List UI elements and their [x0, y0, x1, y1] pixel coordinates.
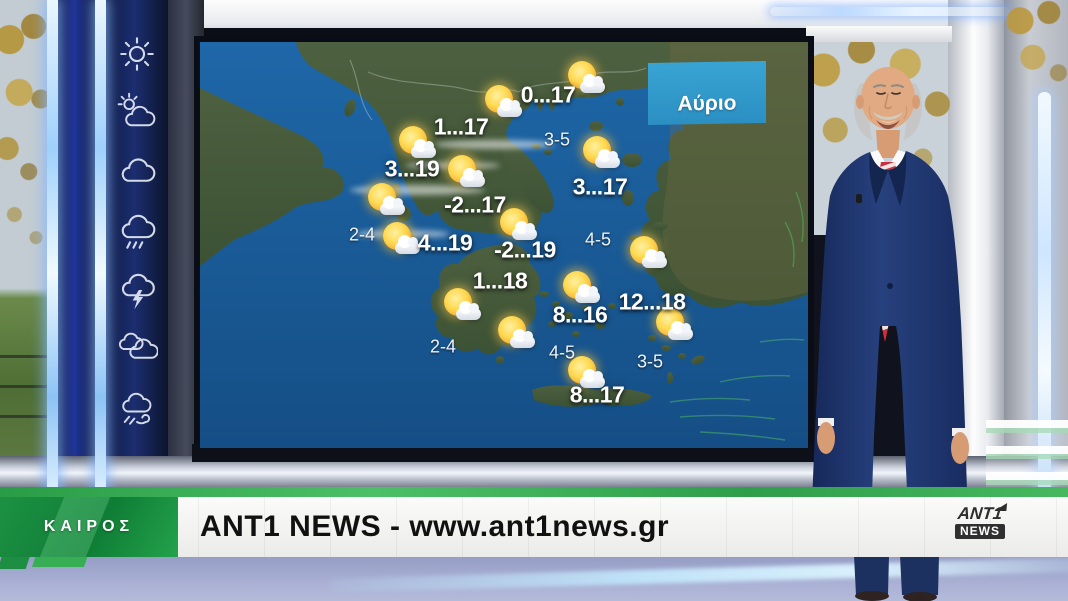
sun-cloud-icon: [442, 154, 488, 190]
temperature-range-label: 0...17: [520, 81, 576, 108]
wind-icon: [116, 387, 158, 429]
ant1-logo-news-badge: NEWS: [955, 524, 1005, 539]
weather-map: 0...17 1...17 3...19 3...17 -2...17 4...19 -2.…: [200, 42, 808, 448]
sun-cloud-icon: [562, 60, 608, 96]
autumn-tree-corner: [1004, 0, 1068, 104]
sun-cloud-icon: [492, 315, 538, 351]
temperature-range-label: 8...16: [552, 301, 608, 328]
cloud-streak: [435, 140, 555, 149]
temperature-range-label: 1...17: [433, 113, 489, 140]
clouds-icon: [116, 328, 159, 370]
glow-light-bars: [986, 420, 1068, 492]
ticker-headline: ANT1 NEWS - www.ant1news.gr: [200, 510, 670, 543]
sun-cloud-icon: [557, 270, 603, 306]
map-overlay-layer: 0...17 1...17 3...19 3...17 -2...17 4...19 -2.…: [200, 42, 808, 448]
weather-presenter: [810, 67, 969, 601]
sun-cloud-icon: [650, 307, 696, 343]
sun-cloud-icon: [577, 135, 623, 171]
wind-force-label: 4-5: [584, 229, 612, 250]
map-screen-bezel: [192, 444, 816, 462]
sun-cloud-icon: [494, 207, 540, 243]
green-platform-edge: [0, 555, 31, 569]
wind-force-label: 3-5: [543, 129, 571, 150]
ticker-panel-seams: [0, 497, 1068, 557]
sun-cloud-icon: [438, 287, 484, 323]
news-ticker: ΚΑΙΡΟΣ ANT1 NEWS - www.ant1news.gr ANT1 …: [0, 497, 1068, 557]
rain-icon: [116, 210, 158, 252]
autumn-tree-left: [0, 0, 48, 330]
window-lintel: [806, 26, 952, 42]
wind-force-label: 2-4: [429, 336, 457, 357]
sun-cloud-icon: [362, 182, 408, 218]
temperature-range-label: 12...18: [618, 288, 686, 315]
sun-cloud-icon: [377, 221, 423, 257]
led-wall-strip: [1038, 92, 1051, 492]
sun-cloud-icon: [624, 235, 670, 271]
sun-cloud-icon: [116, 92, 158, 134]
temperature-range-label: 8...17: [569, 381, 625, 408]
led-pillar-strip: [47, 0, 58, 497]
wind-force-label: 4-5: [548, 342, 576, 363]
sun-icon: [116, 33, 158, 75]
sun-cloud-icon: [562, 355, 608, 391]
wind-force-label: 3-5: [636, 351, 664, 372]
cloud-icon: [116, 151, 158, 193]
led-pillar-strip: [95, 0, 106, 497]
temperature-range-label: 1...18: [472, 267, 528, 294]
cloud-streak: [350, 185, 485, 195]
window-railing: [0, 355, 48, 435]
ticker-green-strip: [0, 487, 1068, 497]
storm-icon: [116, 269, 158, 311]
ant1-logo-wordmark: ANT1: [951, 504, 1009, 523]
ceiling-led-light: [770, 7, 1010, 16]
weather-icon-list: [106, 0, 168, 497]
day-label-box: Αύριο: [648, 60, 766, 126]
blue-pillar: [58, 0, 95, 497]
ticker-category-box: ΚΑΙΡΟΣ: [0, 497, 178, 557]
temperature-range-label: 3...17: [572, 173, 628, 200]
temperature-range-label: -2...19: [494, 236, 556, 263]
sun-cloud-icon: [393, 125, 439, 161]
temperature-range-label: 3...19: [384, 155, 440, 182]
sun-cloud-icon: [479, 84, 525, 120]
temperature-range-label: 4...19: [417, 229, 473, 256]
day-label: Αύριο: [677, 91, 737, 116]
wind-force-label: 2-4: [348, 224, 376, 245]
ticker-category-label: ΚΑΙΡΟΣ: [43, 518, 135, 535]
ant1-news-logo: ANT1 NEWS: [951, 504, 1009, 540]
temperature-range-label: -2...17: [444, 191, 506, 218]
